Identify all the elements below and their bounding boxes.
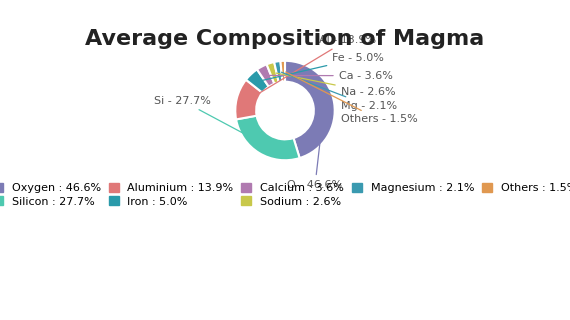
Wedge shape — [235, 80, 262, 119]
Text: Al - 13.9%: Al - 13.9% — [249, 35, 376, 100]
Wedge shape — [280, 61, 285, 82]
Text: Others - 1.5%: Others - 1.5% — [286, 72, 417, 124]
Wedge shape — [236, 116, 300, 160]
Text: Na - 2.6%: Na - 2.6% — [276, 73, 396, 97]
Title: Average Composition of Magma: Average Composition of Magma — [86, 29, 484, 49]
Text: Mg - 2.1%: Mg - 2.1% — [282, 72, 397, 110]
Text: Ca - 3.6%: Ca - 3.6% — [269, 71, 393, 81]
Wedge shape — [257, 64, 274, 87]
Wedge shape — [246, 69, 269, 93]
Wedge shape — [274, 61, 282, 82]
Text: Si - 27.7%: Si - 27.7% — [153, 96, 262, 143]
Wedge shape — [285, 61, 335, 158]
Legend: Oxygen : 46.6%, Silicon : 27.7%, Aluminium : 13.9%, Iron : 5.0%, Calcium : 3.6%,: Oxygen : 46.6%, Silicon : 27.7%, Alumini… — [0, 180, 570, 210]
Wedge shape — [267, 62, 279, 84]
Text: Fe - 5.0%: Fe - 5.0% — [260, 53, 384, 81]
Text: O - 46.6%: O - 46.6% — [287, 108, 343, 190]
